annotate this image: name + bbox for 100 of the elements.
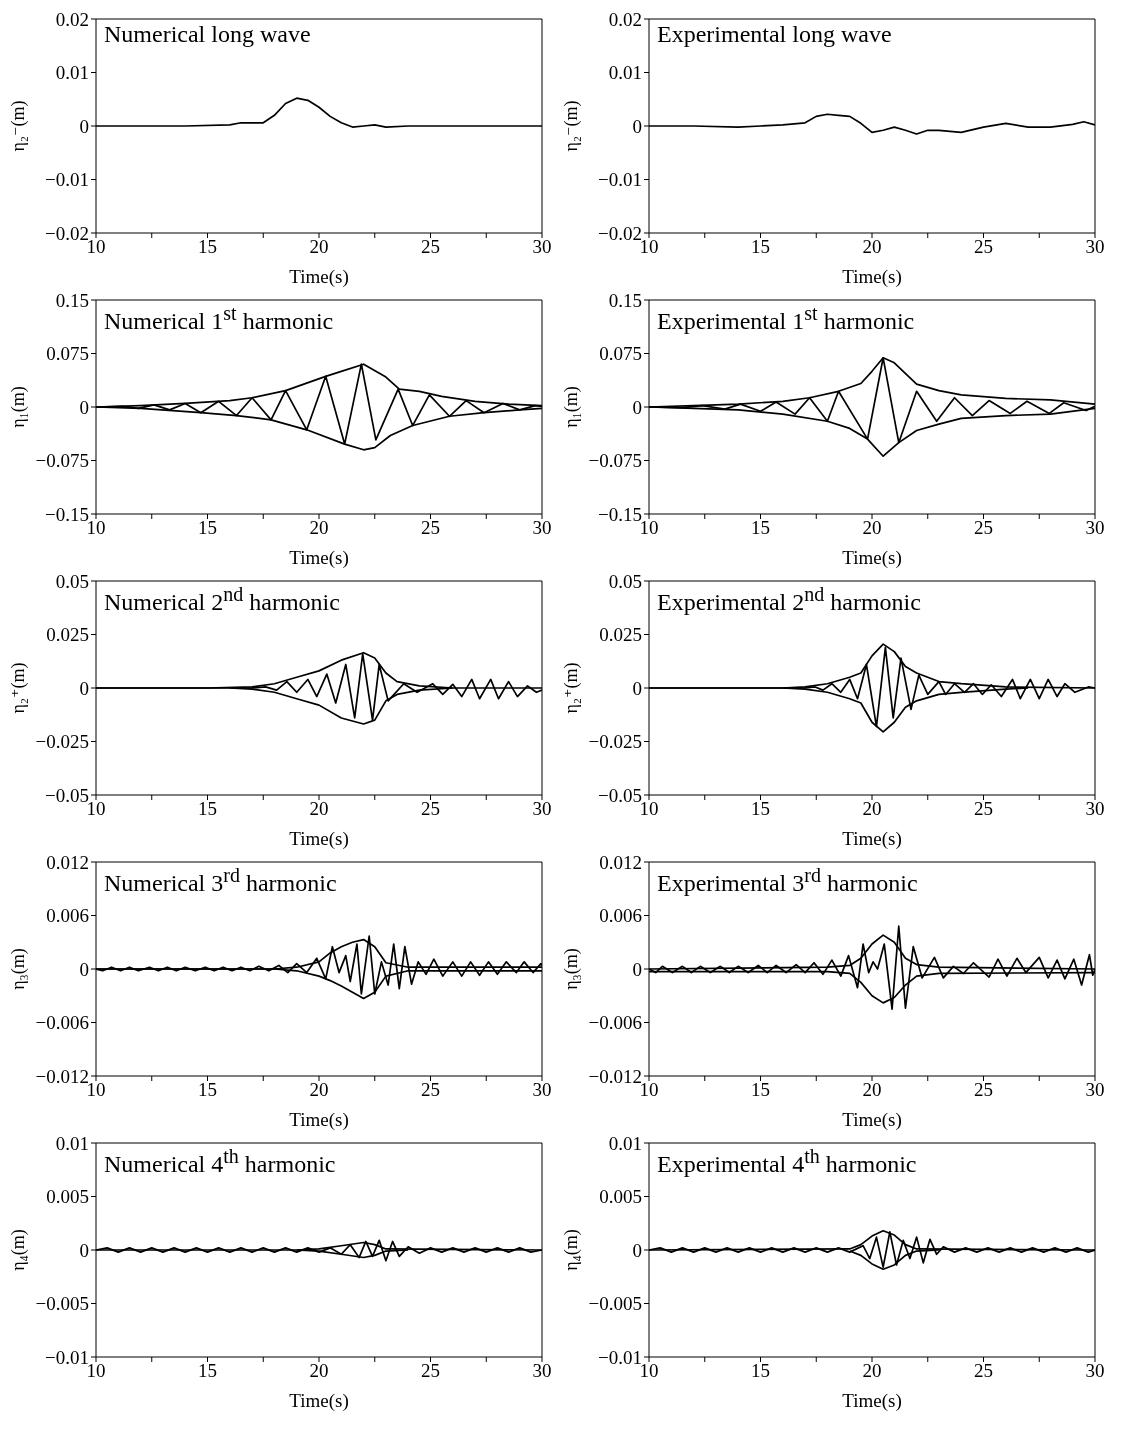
- x-tick-label: 30: [1085, 517, 1105, 539]
- x-tick-label: 20: [862, 236, 882, 258]
- y-tick-label: 0.05: [608, 570, 642, 592]
- y-axis-title: η₃(m): [561, 948, 583, 990]
- y-tick-label: −0.01: [598, 169, 642, 191]
- y-tick-label: 0.01: [608, 1132, 642, 1154]
- x-tick-label: 30: [532, 517, 552, 539]
- x-tick-label: 30: [532, 1360, 552, 1382]
- y-tick-label: 0.01: [608, 62, 642, 84]
- y-tick-label: 0.075: [46, 343, 89, 365]
- x-tick-label: 20: [309, 1360, 329, 1382]
- y-axis-title: η₄(m): [561, 1229, 583, 1271]
- x-tick-label: 15: [198, 798, 217, 820]
- y-axis-title: η₂⁻(m): [8, 100, 30, 152]
- chart-title: Numerical 3$^{rd}$ harmonic: [104, 863, 337, 898]
- x-tick-label: 15: [751, 1360, 770, 1382]
- x-tick-label: 25: [974, 1360, 993, 1382]
- y-tick-label: 0: [632, 677, 642, 699]
- x-tick-label: 30: [1085, 236, 1105, 258]
- x-tick-label: 15: [198, 1079, 217, 1101]
- x-tick-label: 25: [974, 1079, 993, 1101]
- y-tick-label: −0.006: [588, 1012, 642, 1034]
- x-tick-label: 30: [1085, 1360, 1105, 1382]
- y-tick-label: 0: [79, 396, 89, 418]
- x-tick-label: 20: [309, 798, 329, 820]
- y-tick-label: 0: [79, 677, 89, 699]
- y-tick-label: 0.02: [608, 8, 642, 30]
- x-tick-label: 25: [974, 236, 993, 258]
- y-tick-label: −0.005: [35, 1293, 89, 1315]
- x-axis-title: Time(s): [289, 1109, 349, 1131]
- x-axis-title: Time(s): [289, 547, 349, 569]
- y-tick-label: −0.075: [35, 450, 89, 472]
- x-tick-label: 25: [421, 1360, 440, 1382]
- x-tick-label: 15: [751, 798, 770, 820]
- x-tick-label: 25: [421, 517, 440, 539]
- x-tick-label: 30: [532, 236, 552, 258]
- y-tick-label: 0.05: [55, 570, 89, 592]
- y-axis-title: η₁(m): [8, 386, 30, 428]
- y-axis-title: η₄(m): [8, 1229, 30, 1271]
- x-tick-label: 20: [862, 517, 882, 539]
- chart-title: Numerical 1$^{st}$ harmonic: [104, 301, 334, 336]
- x-axis-title: Time(s): [289, 266, 349, 288]
- y-tick-label: 0.006: [46, 905, 89, 927]
- chart-title: Experimental 4$^{th}$ harmonic: [657, 1144, 917, 1179]
- x-tick-label: 15: [751, 1079, 770, 1101]
- x-tick-label: 20: [862, 1360, 882, 1382]
- y-tick-label: 0.012: [46, 851, 89, 873]
- y-tick-label: 0.02: [55, 8, 89, 30]
- y-tick-label: −0.025: [588, 731, 642, 753]
- y-tick-label: 0: [79, 1239, 89, 1261]
- y-axis-title: η₂⁺(m): [561, 662, 583, 714]
- x-tick-label: 25: [421, 1079, 440, 1101]
- y-tick-label: 0.15: [55, 289, 89, 311]
- x-tick-label: 15: [751, 236, 770, 258]
- x-tick-label: 30: [532, 798, 552, 820]
- x-tick-label: 15: [198, 517, 217, 539]
- y-tick-label: 0.005: [599, 1186, 642, 1208]
- x-tick-label: 25: [974, 517, 993, 539]
- x-tick-label: 20: [309, 517, 329, 539]
- y-tick-label: 0: [632, 958, 642, 980]
- y-tick-label: 0.012: [599, 851, 642, 873]
- y-tick-label: −0.01: [45, 169, 89, 191]
- x-tick-label: 20: [309, 236, 329, 258]
- x-axis-title: Time(s): [289, 1390, 349, 1412]
- chart-title: Numerical 2$^{nd}$ harmonic: [104, 582, 340, 617]
- x-axis-title: Time(s): [289, 828, 349, 850]
- x-tick-label: 30: [1085, 798, 1105, 820]
- x-tick-label: 25: [421, 236, 440, 258]
- chart-title: Experimental long wave: [657, 20, 892, 49]
- y-tick-label: −0.025: [35, 731, 89, 753]
- chart-title: Experimental 3$^{rd}$ harmonic: [657, 863, 918, 898]
- x-tick-label: 20: [309, 1079, 329, 1101]
- chart-title: Numerical long wave: [104, 20, 311, 49]
- y-tick-label: 0.005: [46, 1186, 89, 1208]
- y-tick-label: 0: [79, 115, 89, 137]
- chart-title: Experimental 2$^{nd}$ harmonic: [657, 582, 921, 617]
- x-tick-label: 20: [862, 798, 882, 820]
- y-tick-label: 0.01: [55, 62, 89, 84]
- y-axis-title: η₃(m): [8, 948, 30, 990]
- y-axis-title: η₂⁺(m): [8, 662, 30, 714]
- x-tick-label: 15: [751, 517, 770, 539]
- x-axis-title: Time(s): [842, 266, 902, 288]
- x-tick-label: 15: [198, 1360, 217, 1382]
- x-tick-label: 15: [198, 236, 217, 258]
- y-axis-title: η₁(m): [561, 386, 583, 428]
- x-tick-label: 30: [1085, 1079, 1105, 1101]
- x-axis-title: Time(s): [842, 547, 902, 569]
- y-tick-label: 0.006: [599, 905, 642, 927]
- chart-title: Experimental 1$^{st}$ harmonic: [657, 301, 915, 336]
- y-tick-label: 0.01: [55, 1132, 89, 1154]
- y-tick-label: 0.025: [46, 624, 89, 646]
- x-tick-label: 20: [862, 1079, 882, 1101]
- y-tick-label: 0.075: [599, 343, 642, 365]
- x-axis-title: Time(s): [842, 1390, 902, 1412]
- y-tick-label: −0.075: [588, 450, 642, 472]
- chart-title: Numerical 4$^{th}$ harmonic: [104, 1144, 336, 1179]
- x-axis-title: Time(s): [842, 1109, 902, 1131]
- x-axis-title: Time(s): [842, 828, 902, 850]
- x-tick-label: 25: [974, 798, 993, 820]
- y-tick-label: 0: [79, 958, 89, 980]
